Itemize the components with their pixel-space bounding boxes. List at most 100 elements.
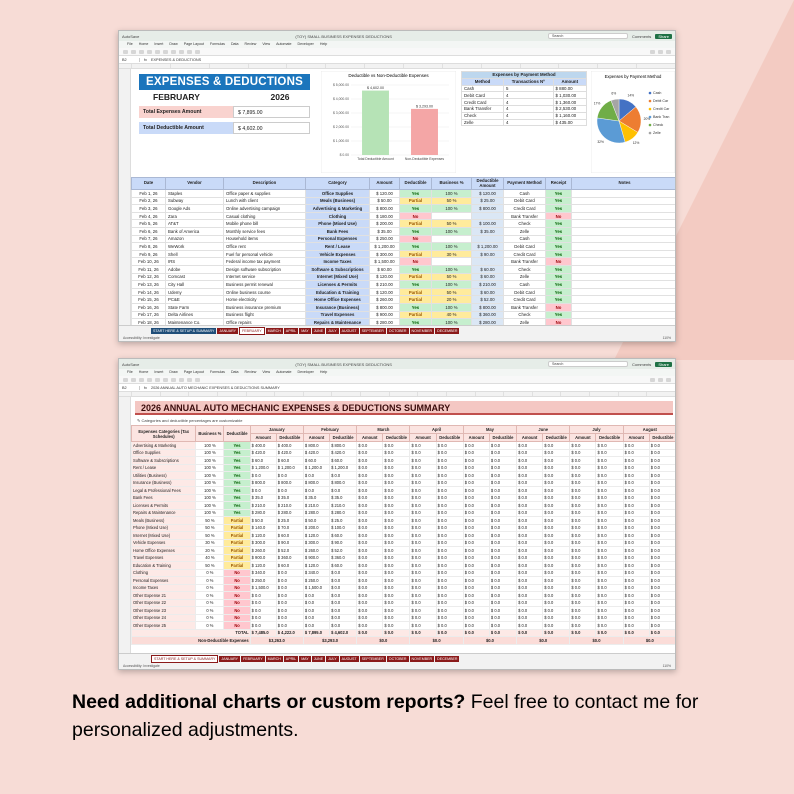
summary-value[interactable]: $ 340.0 xyxy=(249,568,277,577)
summary-value[interactable]: $ 35.0 xyxy=(329,493,358,502)
summary-value[interactable]: $ 0.0 xyxy=(595,591,624,600)
expense-header[interactable]: Date xyxy=(131,177,166,190)
total-value[interactable]: $ 7,895.0 xyxy=(302,628,331,637)
expense-cell[interactable]: Lunch with client xyxy=(223,196,306,206)
expense-cell[interactable]: $ 35.00 xyxy=(471,226,504,236)
expense-cell[interactable]: Bank Transfer xyxy=(503,302,546,312)
summary-category[interactable]: Advertising & Marketing xyxy=(131,441,197,450)
menu-item-data[interactable]: Data xyxy=(230,370,239,374)
expense-cell[interactable]: Staples xyxy=(165,189,224,198)
expense-cell[interactable]: City Hall xyxy=(165,280,224,289)
expense-cell[interactable]: $ 1,200.00 xyxy=(369,242,400,251)
non-deductible-value[interactable]: $3,293.0 xyxy=(302,636,358,645)
summary-value[interactable]: $ 0.0 xyxy=(356,441,384,450)
summary-deductible[interactable]: Partial xyxy=(223,538,251,547)
summary-value[interactable]: $ 0.0 xyxy=(622,478,650,487)
expense-cell[interactable]: Debit Card xyxy=(503,196,546,206)
summary-deductible[interactable]: Partial xyxy=(223,531,251,540)
expense-cell[interactable] xyxy=(571,211,675,221)
summary-value[interactable]: $ 0.0 xyxy=(648,508,675,517)
summary-value[interactable]: $ 0.0 xyxy=(462,538,490,547)
expense-cell[interactable]: Yes xyxy=(399,242,432,251)
expense-cell[interactable]: Office paper & supplies xyxy=(223,189,306,198)
summary-value[interactable]: $ 0.0 xyxy=(462,448,490,457)
summary-deductible[interactable]: No xyxy=(223,613,251,622)
summary-value[interactable]: $ 0.0 xyxy=(462,613,490,622)
expense-cell[interactable]: Yes xyxy=(399,264,432,274)
summary-category[interactable]: Phone (Mixed Use) xyxy=(131,523,197,532)
summary-value[interactable]: $ 0.0 xyxy=(569,561,597,570)
search-input[interactable]: Search xyxy=(547,361,628,367)
summary-value[interactable]: $ 0.0 xyxy=(569,493,597,502)
summary-value[interactable]: $ 0.0 xyxy=(622,471,650,480)
total-value[interactable]: $ 0.0 xyxy=(382,628,411,637)
summary-value[interactable]: $ 0.0 xyxy=(488,568,518,577)
non-deductible-value[interactable]: $0.0 xyxy=(356,636,411,645)
bar-mark[interactable] xyxy=(362,90,389,155)
summary-value[interactable]: $ 0.0 xyxy=(249,606,277,615)
summary-value[interactable]: $ 0.0 xyxy=(648,516,675,525)
summary-value[interactable]: $ 0.0 xyxy=(462,456,490,465)
summary-value[interactable]: $ 0.0 xyxy=(648,598,675,607)
summary-value[interactable]: $ 0.0 xyxy=(488,606,518,615)
expense-cell[interactable]: Yes xyxy=(545,204,572,213)
expense-cell[interactable]: $ 800.00 xyxy=(369,204,400,213)
expense-cell[interactable]: Software & Subscriptions xyxy=(305,264,370,274)
summary-value[interactable]: $ 0.0 xyxy=(648,621,675,630)
total-value[interactable]: $ 0.0 xyxy=(622,628,650,637)
comments-button[interactable]: Comments xyxy=(631,361,652,367)
summary-value[interactable]: $ 0.0 xyxy=(648,531,675,540)
summary-value[interactable]: $ 0.0 xyxy=(435,553,464,562)
summary-value[interactable]: $ 0.0 xyxy=(409,523,437,532)
summary-business-pct[interactable]: 0 % xyxy=(195,613,225,622)
summary-value[interactable]: $ 260.0 xyxy=(249,546,277,555)
summary-value[interactable]: $ 280.0 xyxy=(249,508,277,517)
payment-pie-chart[interactable]: Expenses by Payment Method 14% 20% 12% 32% 1… xyxy=(591,71,675,173)
summary-category[interactable]: Office Supplies xyxy=(131,448,197,457)
expense-cell[interactable]: 100 % xyxy=(431,302,472,312)
expense-cell[interactable] xyxy=(431,211,472,221)
summary-value[interactable]: $ 0.0 xyxy=(542,613,571,622)
summary-value[interactable]: $ 0.0 xyxy=(435,621,464,630)
payment-cell[interactable]: 4 xyxy=(503,91,554,100)
summary-value[interactable]: $ 800.0 xyxy=(329,478,358,487)
summary-value[interactable]: $ 0.0 xyxy=(595,478,624,487)
summary-business-pct[interactable]: 0 % xyxy=(195,583,225,592)
summary-value[interactable]: $ 800.0 xyxy=(329,441,358,450)
expense-cell[interactable]: Fuel for personal vehicle xyxy=(223,249,306,259)
summary-value[interactable]: $ 0.0 xyxy=(356,538,384,547)
summary-value[interactable]: $ 0.0 xyxy=(435,598,464,607)
summary-value[interactable]: $ 0.0 xyxy=(409,606,437,615)
summary-value[interactable]: $ 0.0 xyxy=(435,471,464,480)
expense-cell[interactable]: Yes xyxy=(545,189,572,198)
expense-cell[interactable] xyxy=(571,302,675,312)
summary-business-pct[interactable]: 100 % xyxy=(195,501,225,510)
summary-value[interactable]: $ 0.0 xyxy=(648,448,675,457)
expense-cell[interactable] xyxy=(471,234,504,244)
expense-cell[interactable]: $ 60.00 xyxy=(369,264,400,274)
summary-value[interactable]: $ 0.0 xyxy=(275,621,304,630)
expense-cell[interactable]: Clothing xyxy=(305,211,370,221)
summary-value[interactable]: $ 0.0 xyxy=(569,546,597,555)
expense-cell[interactable]: $ 1,200.00 xyxy=(471,242,504,251)
expense-cell[interactable]: $ 800.00 xyxy=(369,302,400,312)
summary-business-pct[interactable]: 0 % xyxy=(195,598,225,607)
expense-cell[interactable]: Household items xyxy=(223,234,306,244)
summary-value[interactable]: $ 90.0 xyxy=(275,538,304,547)
expense-cell[interactable]: 20 % xyxy=(431,295,472,304)
summary-value[interactable]: $ 0.0 xyxy=(595,501,624,510)
expense-cell[interactable]: Check xyxy=(503,264,546,274)
summary-value[interactable]: $ 90.0 xyxy=(329,538,358,547)
summary-business-pct[interactable]: 100 % xyxy=(195,441,225,450)
non-deductible-value[interactable]: $3,263.0 xyxy=(249,636,304,645)
summary-value[interactable]: $ 210.0 xyxy=(249,501,277,510)
summary-value[interactable]: $ 340.0 xyxy=(302,568,331,577)
summary-value[interactable]: $ 0.0 xyxy=(382,606,411,615)
summary-category[interactable]: Clothing xyxy=(131,568,197,577)
summary-value[interactable]: $ 0.0 xyxy=(648,471,675,480)
summary-value[interactable]: $ 0.0 xyxy=(488,441,518,450)
summary-value[interactable]: $ 0.0 xyxy=(382,561,411,570)
sheet-tab-april[interactable]: APRIL xyxy=(283,327,299,334)
summary-value[interactable]: $ 0.0 xyxy=(542,531,571,540)
summary-value[interactable]: $ 210.0 xyxy=(302,501,331,510)
